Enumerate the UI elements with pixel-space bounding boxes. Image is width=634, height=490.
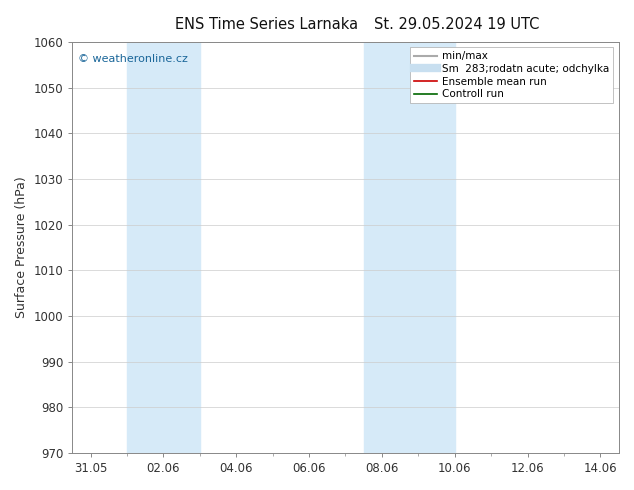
Text: St. 29.05.2024 19 UTC: St. 29.05.2024 19 UTC: [374, 17, 539, 32]
Legend: min/max, Sm  283;rodatn acute; odchylka, Ensemble mean run, Controll run: min/max, Sm 283;rodatn acute; odchylka, …: [410, 47, 613, 103]
Bar: [364, 42, 455, 453]
Text: © weatheronline.cz: © weatheronline.cz: [78, 54, 188, 64]
Text: ENS Time Series Larnaka: ENS Time Series Larnaka: [175, 17, 358, 32]
Y-axis label: Surface Pressure (hPa): Surface Pressure (hPa): [15, 176, 28, 318]
Bar: [127, 42, 200, 453]
